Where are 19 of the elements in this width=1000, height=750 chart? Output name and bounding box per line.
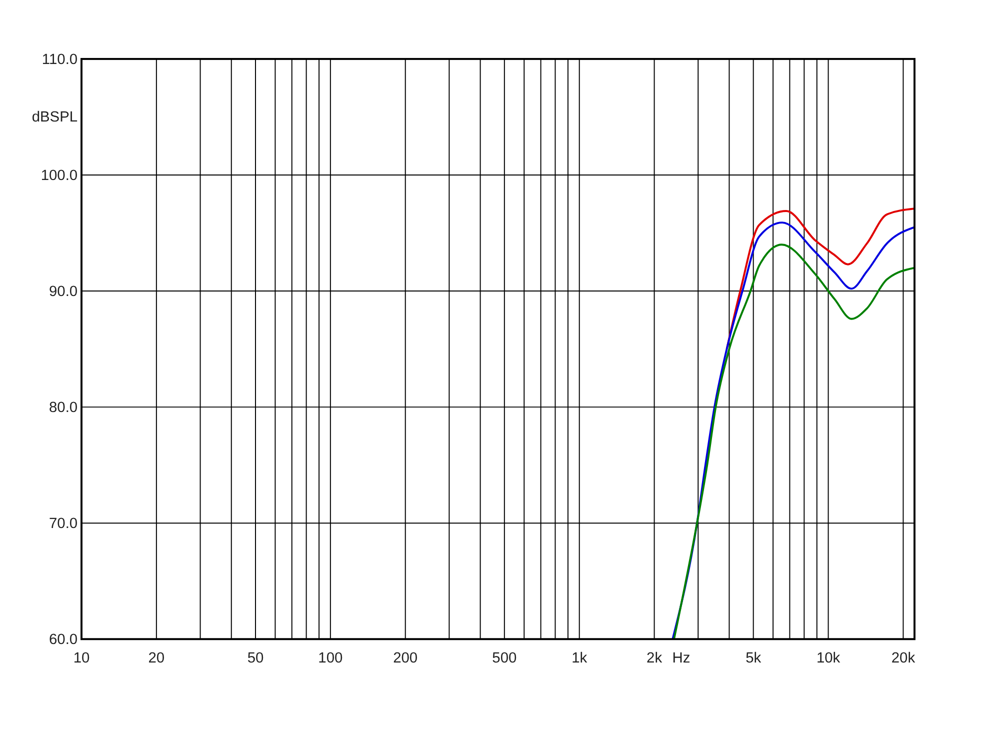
x-tick-label: 5k bbox=[746, 650, 762, 667]
x-tick-label: 200 bbox=[393, 650, 418, 667]
x-tick-label: 10k bbox=[816, 650, 841, 667]
y-tick-label: 60.0 bbox=[48, 632, 78, 648]
x-tick-label: 2k bbox=[646, 650, 663, 667]
y-tick-label: 110.0 bbox=[42, 52, 78, 68]
x-tick-label: 100 bbox=[318, 650, 343, 667]
y-axis-title: dBSPL bbox=[32, 110, 78, 126]
x-tick-label: 500 bbox=[492, 650, 517, 667]
x-axis-title: Hz bbox=[672, 650, 690, 667]
x-tick-label: 50 bbox=[247, 650, 264, 667]
y-tick-label: 70.0 bbox=[48, 516, 78, 532]
y-tick-label: 80.0 bbox=[48, 400, 78, 416]
x-tick-label: 1k bbox=[572, 650, 588, 667]
y-tick-label: 90.0 bbox=[48, 284, 78, 300]
x-tick-label: 20 bbox=[148, 650, 165, 667]
x-tick-label: 20k bbox=[891, 650, 916, 667]
y-tick-label: 100.0 bbox=[40, 168, 78, 184]
x-tick-label: 10 bbox=[73, 650, 90, 667]
